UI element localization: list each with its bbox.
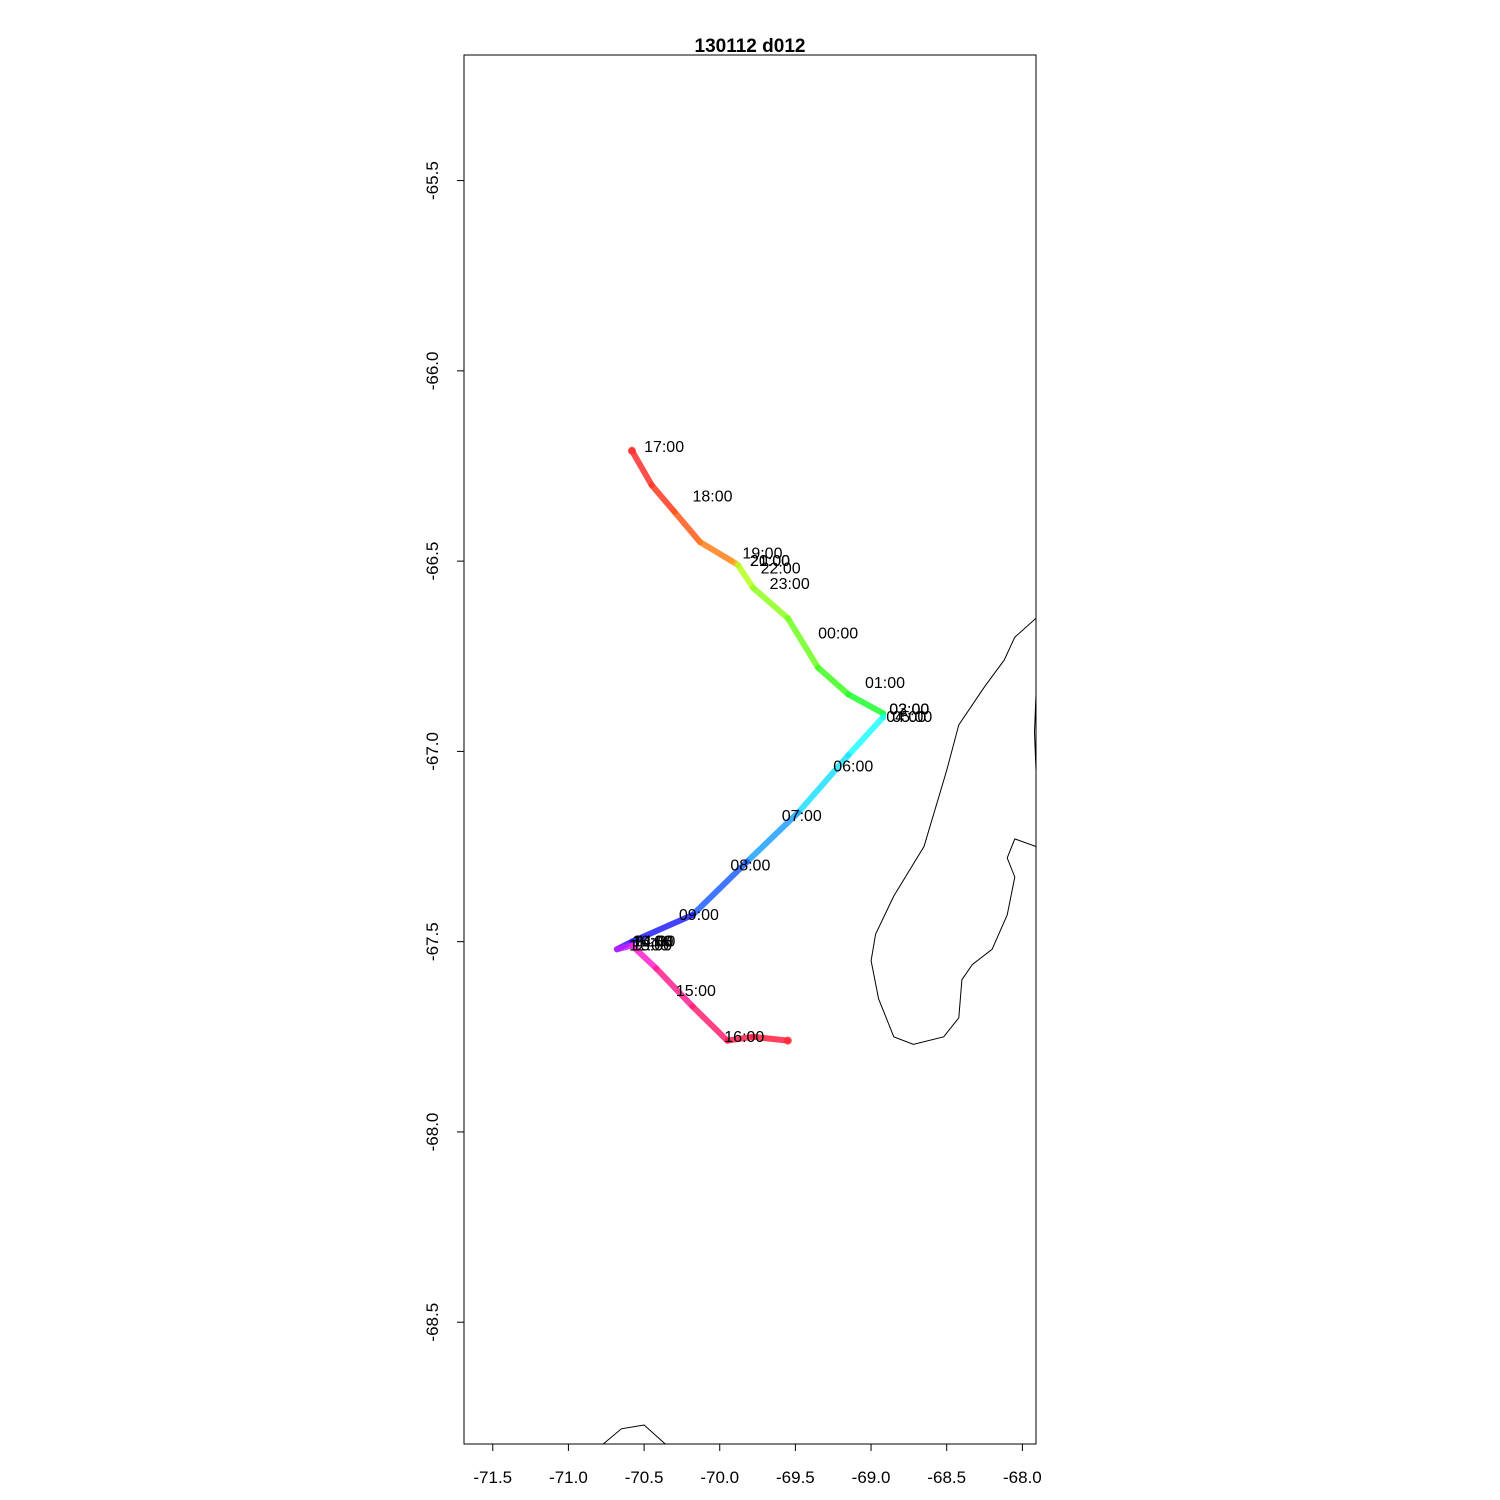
track-segment <box>845 714 887 759</box>
time-label: 15:00 <box>676 983 716 1000</box>
time-label: 08:00 <box>730 858 770 875</box>
time-label: 14:00 <box>633 934 673 951</box>
track-segment <box>845 691 887 717</box>
track-segment <box>734 561 757 591</box>
coastline-layer <box>602 617 1036 1444</box>
time-label: 00:00 <box>818 625 858 642</box>
track-segment <box>697 539 735 565</box>
time-label: 17:00 <box>644 439 684 456</box>
track-segment <box>750 584 791 622</box>
track-segment <box>671 508 704 546</box>
y-tick-label: -68.0 <box>423 1113 442 1152</box>
time-label: 18:00 <box>692 488 732 505</box>
coastline-0 <box>870 617 1036 1045</box>
x-axis: -71.5 -71.0 -70.5 -70.0 -69.5 -69.0 -68.5 -68.0 <box>473 1443 1042 1487</box>
time-label: 10:00 <box>632 934 672 951</box>
x-tick-label: -69.5 <box>776 1468 815 1487</box>
y-tick-label: -66.0 <box>423 352 442 391</box>
plot-frame <box>463 54 1037 1445</box>
track-layer <box>613 446 887 1045</box>
x-tick-label: -68.5 <box>927 1468 966 1487</box>
track-segment <box>743 809 802 865</box>
time-label: 09:00 <box>679 907 719 924</box>
time-label: 21:00 <box>750 553 790 570</box>
time-label: 12:00 <box>629 937 669 954</box>
time-label: 06:00 <box>833 759 873 776</box>
time-label: 04:00 <box>886 709 926 726</box>
time-label: 07:00 <box>782 808 822 825</box>
track-segment <box>784 615 822 671</box>
time-label: 20:00 <box>750 553 790 570</box>
time-label: 01:00 <box>865 675 905 692</box>
track-segment <box>750 1033 791 1044</box>
y-axis: -65.5 -66.0 -66.5 -67.0 -67.5 -68.0 -68.5 <box>423 161 465 1342</box>
x-tick-label: -71.0 <box>549 1468 588 1487</box>
time-label: 23:00 <box>770 576 810 593</box>
track-segment <box>689 1003 731 1044</box>
track-segment <box>815 664 852 698</box>
y-tick-label: -68.5 <box>423 1303 442 1342</box>
time-label: 22:00 <box>761 561 801 578</box>
time-label: 05:00 <box>892 709 932 726</box>
track-segment <box>628 942 660 972</box>
x-tick-label: -70.5 <box>625 1468 664 1487</box>
time-label: 03:00 <box>889 702 929 719</box>
x-tick-label: -68.0 <box>1003 1468 1042 1487</box>
track-segment <box>795 752 852 816</box>
chart-title: 130112 d012 <box>695 36 806 57</box>
x-tick-label: -70.0 <box>700 1468 739 1487</box>
coastline-2 <box>602 1424 666 1444</box>
track-segment <box>724 1033 757 1044</box>
time-label: 11:00 <box>637 934 676 951</box>
time-label: 19:00 <box>742 546 782 563</box>
track-end-marker <box>627 446 636 455</box>
y-tick-label: -67.0 <box>423 732 442 771</box>
time-label: 16:00 <box>724 1029 764 1046</box>
track-segment <box>689 858 750 919</box>
time-label: 13:00 <box>632 937 672 954</box>
time-label: 02:00 <box>889 702 929 719</box>
track-segment <box>648 482 678 515</box>
track-start-marker <box>783 1036 792 1045</box>
x-tick-label: -71.5 <box>473 1468 512 1487</box>
track-segment <box>628 912 696 945</box>
track-segment <box>653 965 696 1010</box>
x-tick-label: -69.0 <box>852 1468 891 1487</box>
y-tick-label: -66.5 <box>423 542 442 581</box>
y-tick-label: -65.5 <box>423 161 442 200</box>
y-tick-label: -67.5 <box>423 922 442 961</box>
track-segment <box>628 447 655 489</box>
